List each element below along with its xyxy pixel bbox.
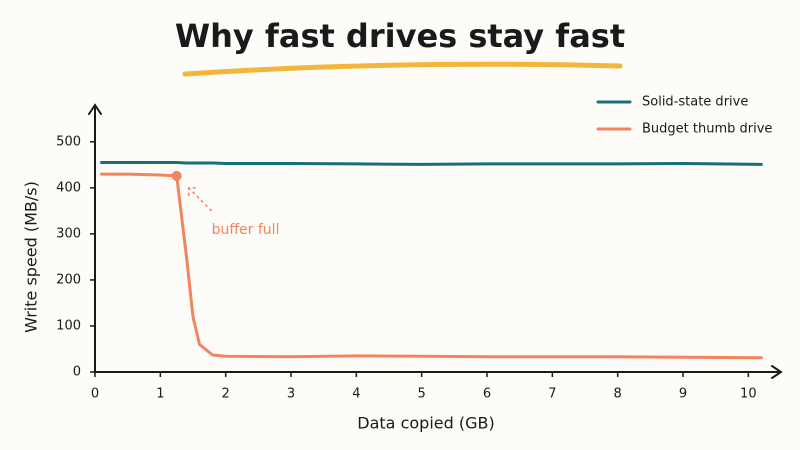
x-tick-label: 3 (287, 387, 295, 402)
y-tick-label: 300 (56, 226, 81, 241)
x-tick-label: 7 (548, 387, 556, 402)
y-axis-label: Write speed (MB/s) (22, 181, 41, 333)
y-tick-label: 0 (73, 365, 81, 380)
x-tick-label: 4 (352, 387, 360, 402)
x-tick-label: 10 (740, 387, 757, 402)
x-tick-label: 2 (222, 387, 230, 402)
series-line (100, 172, 763, 360)
annotation-arrow (187, 187, 213, 212)
y-tick-label: 200 (56, 272, 81, 287)
y-tick-label: 400 (56, 180, 81, 195)
y-tick-label: 100 (56, 318, 81, 333)
x-axis-label: Data copied (GB) (357, 414, 494, 433)
y-tick-label: 500 (56, 134, 81, 149)
y-axis (88, 103, 102, 373)
x-tick-label: 6 (483, 387, 491, 402)
x-tick-label: 5 (418, 387, 426, 402)
legend-label: Solid-state drive (642, 95, 748, 110)
x-tick-label: 1 (156, 387, 164, 402)
legend-label: Budget thumb drive (642, 122, 772, 137)
x-tick-label: 8 (614, 387, 622, 402)
x-axis (94, 365, 783, 379)
annotation-point (171, 170, 182, 181)
series-line (100, 161, 763, 166)
chart-title: Why fast drives stay fast (175, 17, 625, 55)
annotation-text: buffer full (212, 222, 280, 238)
x-tick-label: 0 (91, 387, 99, 402)
title-underline (182, 61, 623, 77)
x-tick-label: 9 (679, 387, 687, 402)
